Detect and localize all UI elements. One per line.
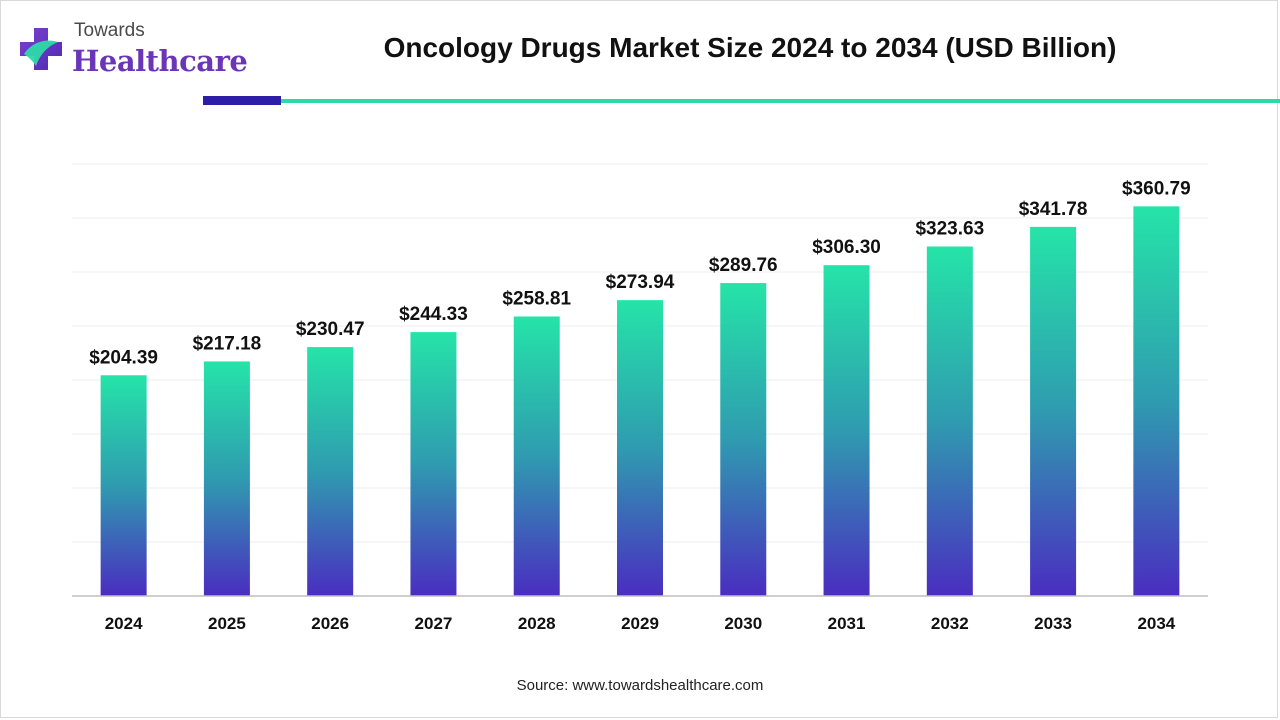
data-label-2027: $244.33: [399, 304, 468, 325]
source-note: Source: www.towardshealthcare.com: [516, 677, 764, 694]
medical-cross-logo-icon: [20, 28, 62, 70]
bar-2028: [513, 316, 560, 596]
x-axis-ticks: 2024 2025 2026 2027 2028 2029 2030 2031 2032 2033…: [105, 614, 1176, 633]
data-label-2030: $289.76: [709, 255, 778, 276]
data-label-2028: $258.81: [502, 288, 571, 309]
bar-2029: [617, 300, 663, 596]
data-label-2025: $217.18: [193, 333, 262, 354]
bar-2025: [203, 361, 250, 596]
bar-2034: [1133, 206, 1180, 596]
x-tick-label-2026: 2026: [311, 614, 349, 633]
x-tick-label-2031: 2031: [828, 614, 866, 633]
x-tick-label-2025: 2025: [208, 614, 246, 633]
chart-title: Oncology Drugs Market Size 2024 to 2034 …: [383, 32, 1117, 63]
x-tick-label-2029: 2029: [621, 614, 659, 633]
x-tick-label-2027: 2027: [415, 614, 453, 633]
title-rule-accent: [203, 96, 281, 105]
bar-2026: [307, 347, 354, 596]
bar-2033: [1030, 226, 1077, 596]
data-label-2026: $230.47: [296, 319, 365, 340]
x-tick-label-2024: 2024: [105, 614, 143, 633]
bar-2031: [823, 265, 870, 596]
brand-name-top: Towards: [74, 20, 145, 41]
bar-2032: [926, 246, 973, 596]
data-label-2033: $341.78: [1019, 199, 1088, 220]
brand-name-main: Healthcare: [72, 44, 248, 78]
bar-2030: [720, 283, 767, 596]
data-label-2024: $204.39: [89, 347, 158, 368]
data-label-2032: $323.63: [915, 218, 984, 239]
data-label-2029: $273.94: [606, 272, 675, 293]
x-tick-label-2033: 2033: [1034, 614, 1072, 633]
bars: [100, 206, 1180, 596]
data-label-2034: $360.79: [1122, 178, 1191, 199]
data-label-2031: $306.30: [812, 237, 881, 258]
bar-2027: [410, 332, 457, 596]
brand-logo: Towards Healthcare: [18, 18, 248, 86]
x-tick-label-2028: 2028: [518, 614, 556, 633]
bar-2024: [100, 375, 147, 596]
x-tick-label-2032: 2032: [931, 614, 969, 633]
x-tick-label-2034: 2034: [1137, 614, 1175, 633]
x-tick-label-2030: 2030: [724, 614, 762, 633]
data-labels: $204.39 $217.18 $230.47 $244.33 $258.81 $273.…: [89, 178, 1190, 368]
title-rule-line: [281, 99, 1280, 103]
